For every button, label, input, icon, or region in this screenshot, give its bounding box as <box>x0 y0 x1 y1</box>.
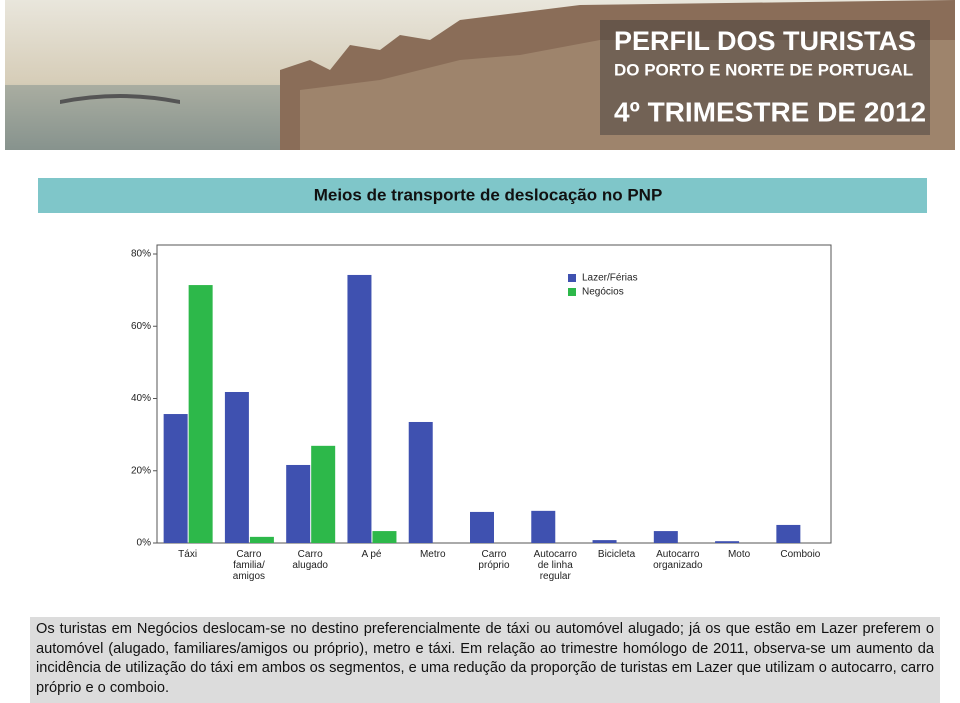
banner-title: PERFIL DOS TURISTAS <box>614 26 916 56</box>
x-tick-label: Comboio <box>780 549 821 560</box>
legend-swatch <box>568 288 576 296</box>
x-tick-label: Autocarro de linha regular <box>533 549 577 582</box>
x-tick-label: Carro próprio <box>478 549 510 571</box>
x-tick-label: Bicicleta <box>597 549 636 560</box>
title-bar <box>38 178 927 213</box>
river <box>5 85 295 150</box>
x-tick-label: Metro <box>419 549 446 560</box>
bar <box>776 524 801 543</box>
bar <box>531 510 556 543</box>
bar <box>715 541 740 543</box>
buildings <box>300 40 955 150</box>
x-tick-label: Carro familia/ amigos <box>232 549 266 582</box>
y-tick-label: 0% <box>137 538 152 549</box>
banner-subtitle: DO PORTO E NORTE DE PORTUGAL <box>614 60 913 79</box>
x-tick-label: Autocarro organizado <box>653 549 703 571</box>
bar <box>163 414 188 543</box>
bar <box>249 536 274 543</box>
x-tick-label: Carro alugado <box>292 549 328 571</box>
description: Os turistas em Negócios deslocam-se no d… <box>30 617 940 703</box>
x-tick-label: A pé <box>361 549 382 560</box>
legend-swatch <box>568 274 576 282</box>
plot-area <box>156 244 832 544</box>
x-tick-label: Moto <box>727 549 751 560</box>
y-tick-label: 20% <box>131 465 151 476</box>
bar <box>592 540 617 543</box>
bar <box>408 421 433 543</box>
bar <box>372 531 397 543</box>
bar <box>311 445 336 543</box>
bar <box>347 274 372 543</box>
bar <box>470 511 494 543</box>
legend-label: Negócios <box>582 287 624 298</box>
y-tick-label: 40% <box>131 393 151 404</box>
y-tick-label: 60% <box>131 321 151 332</box>
y-tick-label: 80% <box>131 249 151 260</box>
legend-label: Lazer/Férias <box>582 273 638 284</box>
banner-period: 4º TRIMESTRE DE 2012 <box>614 96 926 127</box>
bridge <box>60 94 180 104</box>
chart-title: Meios de transporte de deslocação no PNP <box>314 185 663 204</box>
bar <box>653 531 678 543</box>
bar <box>224 391 249 543</box>
x-tick-label: Táxi <box>178 549 198 560</box>
bar <box>188 285 213 543</box>
title-shade <box>600 20 930 135</box>
bar <box>286 464 311 543</box>
